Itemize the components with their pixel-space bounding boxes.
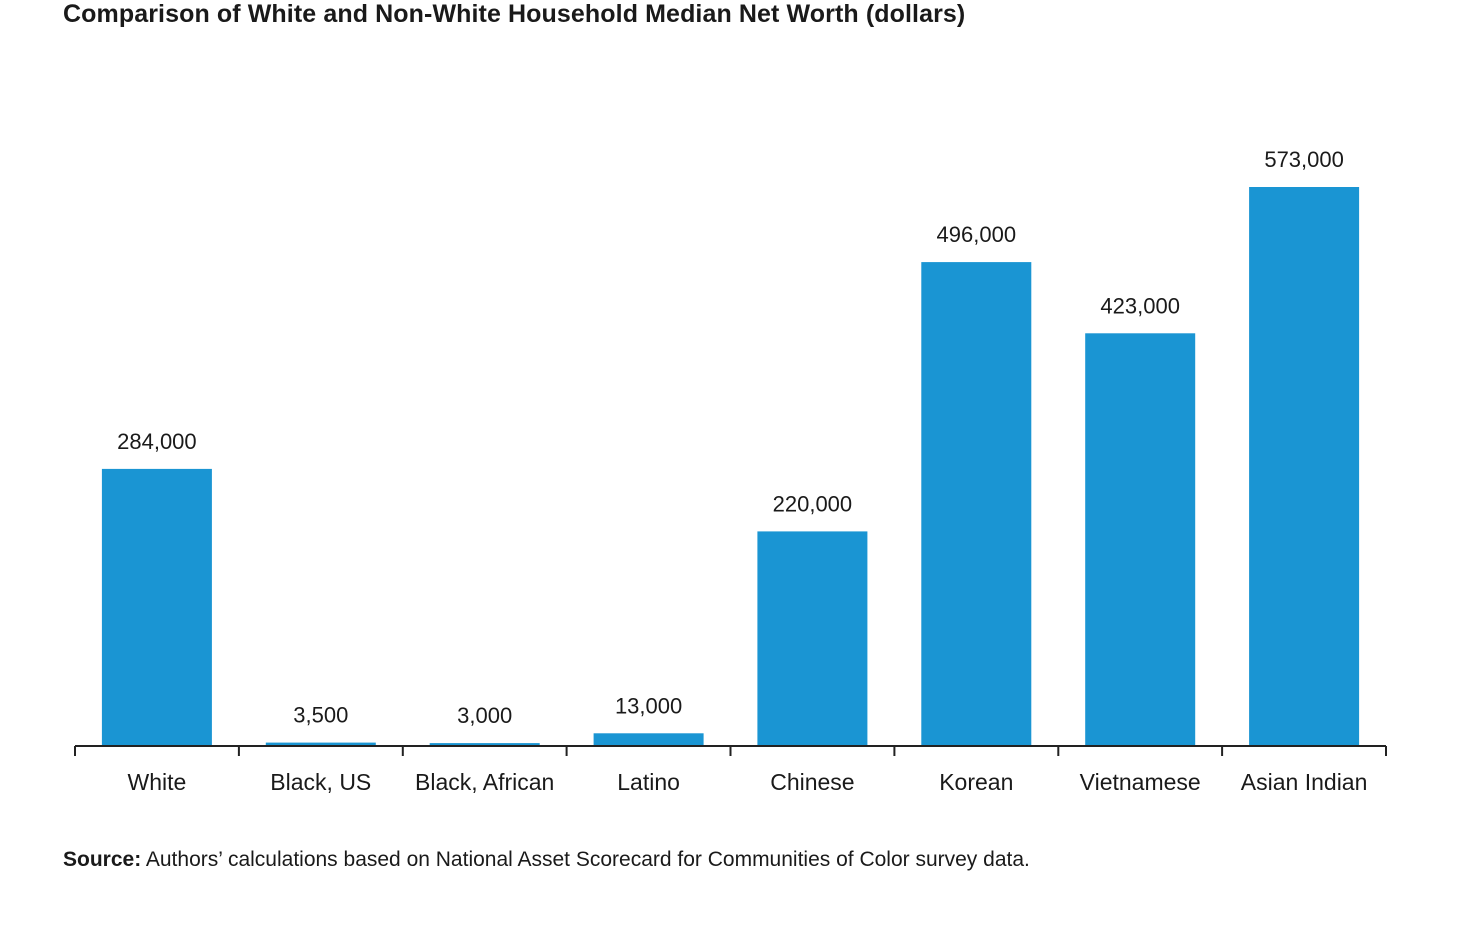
x-tick-label: Vietnamese [1080,769,1201,795]
x-tick-label: White [128,769,187,795]
bar-value-label: 220,000 [773,491,853,516]
bar [921,262,1032,746]
source-note: Source: Authors’ calculations based on N… [63,848,1030,872]
bars-group [101,187,1360,746]
bar-value-label: 573,000 [1264,147,1344,172]
bar [1249,187,1360,746]
bar [101,468,212,746]
bar [1085,333,1196,746]
x-tick-label: Latino [617,769,680,795]
x-tick-label: Korean [939,769,1013,795]
x-tick-label: Black, US [270,769,371,795]
chart-title: Comparison of White and Non-White Househ… [63,0,966,28]
bar [265,742,376,746]
bar-value-label: 284,000 [117,429,197,454]
x-tick-label: Asian Indian [1241,769,1368,795]
bar-value-label: 423,000 [1100,293,1180,318]
bar [757,531,868,746]
x-tick-label: Chinese [770,769,854,795]
x-axis [74,745,1387,756]
x-tick-labels-group: White Black, US Black, African Latino Chines… [128,769,1368,795]
bar [593,733,704,746]
x-tick-label: Black, African [415,769,554,795]
value-labels-group: 284,000 3,500 3,000 13,000 220,000 496,000 423… [117,147,1344,728]
source-text: Authors’ calculations based on National … [141,848,1030,871]
bar-value-label: 13,000 [615,693,682,718]
source-label: Source: [63,848,142,871]
bar-value-label: 3,000 [457,703,512,728]
bar-value-label: 496,000 [937,222,1017,247]
bar [429,743,540,746]
bar-value-label: 3,500 [293,703,348,728]
